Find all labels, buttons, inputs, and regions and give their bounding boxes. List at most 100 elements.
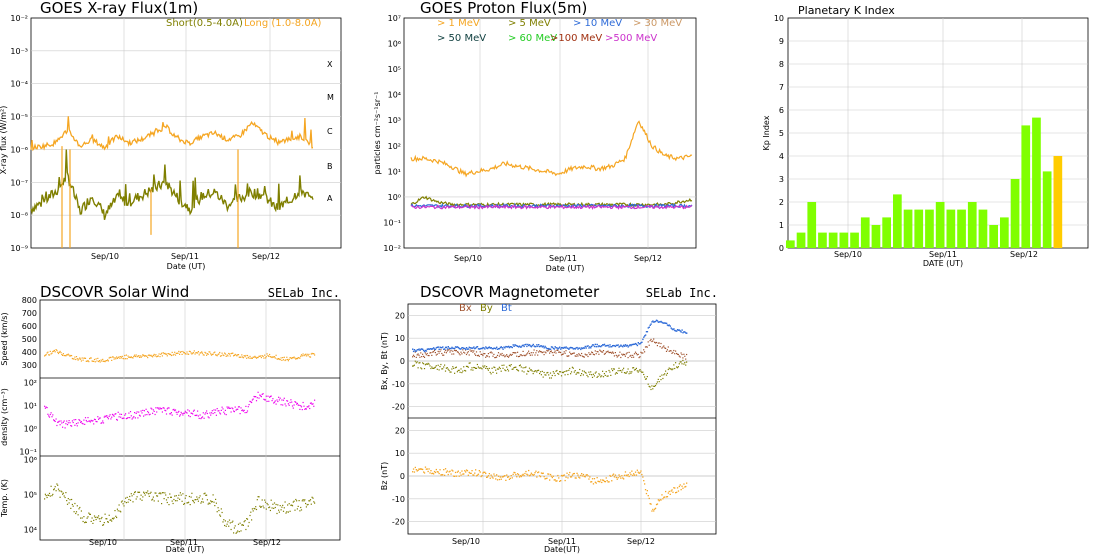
sw-temp-point bbox=[138, 491, 140, 493]
sw-speed-point bbox=[78, 358, 80, 360]
sw-speed-point bbox=[206, 354, 208, 356]
mag-bt-point bbox=[559, 346, 561, 348]
mag-bx-point bbox=[574, 355, 576, 357]
mag-bz-point bbox=[651, 510, 653, 512]
mag-bt-point bbox=[679, 330, 681, 332]
sw-speed-point bbox=[44, 354, 46, 356]
sw-speed-point bbox=[250, 357, 252, 359]
mag-by-point bbox=[671, 369, 673, 371]
sw-temp-point bbox=[241, 524, 243, 526]
sw-density-point bbox=[291, 401, 293, 403]
mag-bz-point bbox=[685, 485, 687, 488]
mag-by-point bbox=[551, 374, 553, 377]
mag-by-point bbox=[464, 369, 466, 372]
sw-density-point bbox=[135, 412, 137, 414]
sw-temp-point bbox=[126, 496, 128, 498]
mag-bx-point bbox=[636, 354, 638, 356]
mag-by-point bbox=[568, 369, 570, 371]
sw-temp-point bbox=[147, 490, 149, 492]
mag-by-point bbox=[415, 362, 417, 364]
sw-speed-point bbox=[208, 351, 210, 353]
sw-speed-point bbox=[263, 357, 265, 359]
mag-bz-point bbox=[558, 477, 560, 479]
sw-density-y-tick: 10² bbox=[24, 379, 37, 388]
mag-bx-point bbox=[450, 350, 452, 352]
mag-bx-point bbox=[645, 346, 647, 348]
sw-speed-point bbox=[57, 352, 60, 355]
sw-speed-label: Speed (km/s) bbox=[0, 312, 9, 365]
sw-density-point bbox=[228, 407, 231, 409]
mag-bx-point bbox=[643, 349, 645, 351]
sw-speed-point bbox=[210, 354, 213, 356]
sw-temp-point bbox=[147, 493, 150, 495]
sw-temp-point bbox=[75, 512, 77, 515]
sw-temp-point bbox=[194, 499, 196, 501]
sw-speed-point bbox=[215, 354, 217, 356]
mag-bt-point bbox=[579, 347, 581, 349]
mag-bz-point bbox=[594, 481, 596, 483]
sw-temp-point bbox=[205, 494, 207, 496]
solar-wind-panel: DSCOVR Solar Wind SELab Inc. 80070060050… bbox=[0, 283, 341, 554]
mag-bx-point bbox=[654, 342, 657, 344]
sw-density-point bbox=[246, 411, 248, 414]
mag-by-point bbox=[621, 371, 623, 373]
sw-density-point bbox=[253, 395, 255, 398]
mag-bt-point bbox=[505, 345, 507, 348]
mag-by-point bbox=[655, 383, 658, 385]
mag-bt-point bbox=[600, 345, 602, 348]
sw-temp-point bbox=[85, 521, 87, 523]
mag-bz-point bbox=[670, 490, 672, 492]
mag-bx-point bbox=[575, 355, 577, 357]
sw-temp-point bbox=[139, 498, 141, 500]
mag-bx-point bbox=[414, 351, 416, 353]
mag-bt-point bbox=[553, 348, 555, 350]
mag-bz-point bbox=[436, 471, 438, 473]
mag-bz-point bbox=[437, 471, 439, 473]
mag-by-point bbox=[547, 371, 549, 374]
mag-bt-point bbox=[476, 346, 479, 348]
mag-bx-point bbox=[413, 355, 415, 358]
mag-bt-point bbox=[577, 348, 579, 350]
sw-temp-point bbox=[246, 518, 249, 520]
sw-speed-point bbox=[264, 357, 267, 359]
mag-bt-point bbox=[422, 348, 424, 351]
sw-temp-point bbox=[77, 514, 79, 516]
xray-series bbox=[30, 116, 314, 248]
mag-bt-point bbox=[551, 346, 554, 348]
mag-bt-point bbox=[629, 344, 631, 346]
sw-density-point bbox=[172, 409, 174, 411]
mag-bz-point bbox=[619, 475, 621, 478]
sw-temp-point bbox=[224, 524, 226, 527]
mag-bt-point bbox=[552, 347, 555, 350]
sw-speed-point bbox=[258, 355, 260, 357]
mag-bx-point bbox=[454, 349, 456, 351]
mag-bx-point bbox=[486, 355, 489, 357]
sw-speed-point bbox=[292, 357, 294, 359]
sw-temp-point bbox=[66, 503, 69, 505]
sw-speed-point bbox=[52, 350, 54, 353]
mag-bt-point bbox=[515, 344, 517, 347]
sw-density-point bbox=[231, 407, 233, 409]
mag-bz-point bbox=[678, 485, 680, 488]
mag-bt-point bbox=[488, 346, 491, 348]
sw-speed-point bbox=[115, 358, 117, 360]
sw-speed-point bbox=[226, 354, 228, 356]
mag-bt-point bbox=[487, 346, 490, 349]
sw-speed-point bbox=[260, 357, 262, 359]
mag-by-point bbox=[559, 371, 561, 373]
sw-speed-point bbox=[268, 355, 270, 357]
mag-bx-point bbox=[587, 355, 589, 358]
mag-bz-point bbox=[581, 475, 584, 477]
mag-bt-point bbox=[457, 346, 460, 349]
mag-bz-point bbox=[481, 474, 483, 477]
mag-bx-point bbox=[670, 350, 672, 352]
sw-temp-point bbox=[179, 498, 181, 500]
sw-speed-point bbox=[217, 353, 219, 356]
sw-speed-point bbox=[188, 350, 190, 352]
mag-bz-point bbox=[505, 479, 507, 481]
sw-density-point bbox=[190, 412, 192, 414]
sw-speed-point bbox=[269, 356, 271, 358]
sw-temp-point bbox=[61, 491, 63, 493]
mag-by-point bbox=[558, 373, 560, 375]
mag-bz-point bbox=[494, 475, 496, 477]
